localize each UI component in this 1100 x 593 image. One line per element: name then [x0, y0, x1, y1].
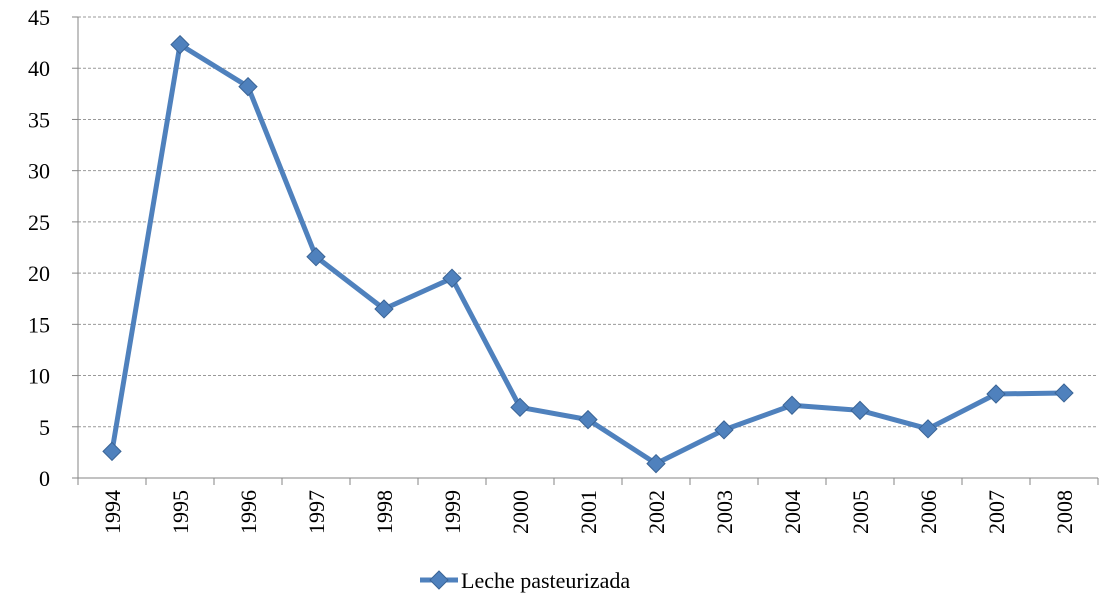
data-point	[782, 395, 802, 415]
data-point	[442, 268, 462, 288]
x-tick-label: 1995	[168, 490, 193, 534]
y-tick-label: 45	[28, 5, 50, 30]
y-tick-label: 40	[28, 56, 50, 81]
data-point	[374, 299, 394, 319]
legend-marker	[429, 570, 449, 590]
y-tick-label: 10	[28, 364, 50, 389]
y-tick-label: 5	[39, 415, 50, 440]
x-tick-label: 2005	[848, 490, 873, 534]
x-tick-label: 1994	[100, 490, 125, 534]
x-tick-label: 1997	[304, 490, 329, 534]
y-tick-label: 30	[28, 159, 50, 184]
x-tick-label: 2007	[984, 490, 1009, 534]
x-tick-label: 2001	[576, 490, 601, 534]
x-tick-label: 2000	[508, 490, 533, 534]
data-point	[102, 441, 122, 462]
y-tick-label: 0	[39, 466, 50, 491]
data-point	[646, 453, 666, 474]
series-line	[109, 42, 1065, 467]
x-tick-label: 2006	[916, 490, 941, 534]
legend-label: Leche pasteurizada	[461, 568, 630, 593]
data-point	[714, 420, 734, 440]
data-point	[306, 247, 326, 267]
data-point	[510, 397, 530, 418]
data-point	[170, 34, 190, 55]
y-tick-label: 25	[28, 210, 50, 235]
y-tick-label: 20	[28, 261, 50, 286]
x-tick-label: 1999	[440, 490, 465, 534]
data-point	[1054, 383, 1074, 403]
x-tick-label: 2008	[1052, 490, 1077, 534]
x-tick-label: 1996	[236, 490, 261, 534]
x-tick-label: 1998	[372, 490, 397, 534]
data-point	[918, 419, 938, 439]
x-tick-label: 2004	[780, 490, 805, 534]
x-tick-label: 2003	[712, 490, 737, 534]
data-point	[578, 409, 598, 430]
y-tick-label: 35	[28, 107, 50, 132]
y-tick-label: 15	[28, 312, 50, 337]
data-point	[850, 400, 870, 421]
x-tick-label: 2002	[644, 490, 669, 534]
data-point	[986, 384, 1006, 404]
data-point	[238, 76, 258, 97]
